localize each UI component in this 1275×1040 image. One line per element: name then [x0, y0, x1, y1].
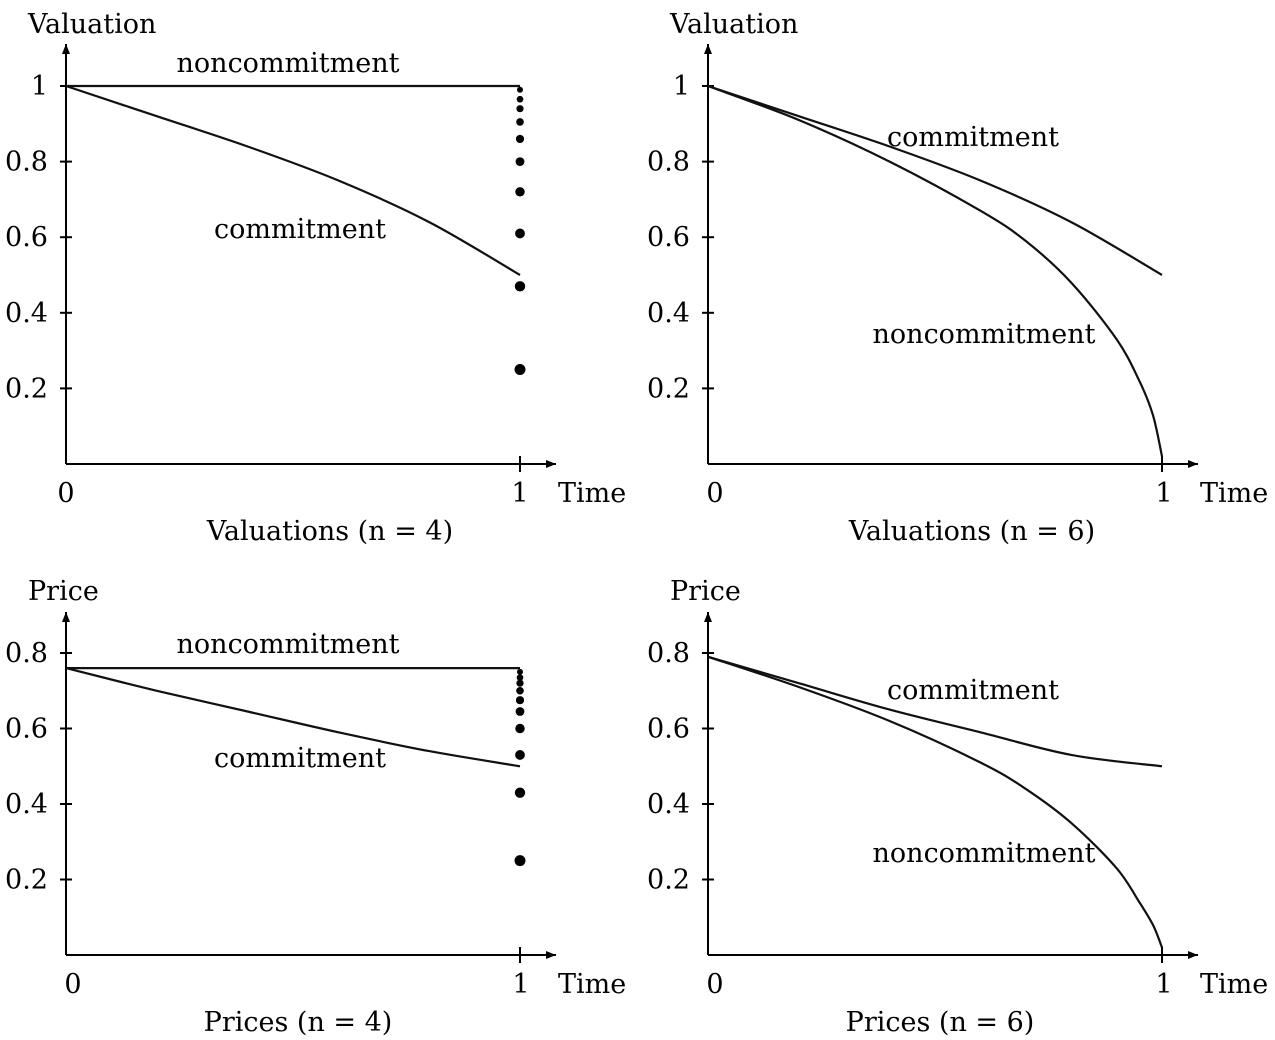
data-dot: [516, 686, 524, 695]
data-dot: [515, 696, 525, 705]
series-label-commitment: commitment: [887, 675, 1059, 706]
data-dot: [516, 674, 524, 681]
data-dot: [514, 364, 526, 375]
y-tick-label-0.2: 0.2: [647, 373, 690, 404]
data-dot: [517, 668, 523, 675]
y-tick-label-0.2: 0.2: [5, 373, 48, 404]
y-tick-label-0.6: 0.6: [5, 714, 48, 745]
data-dot: [515, 750, 525, 760]
y-tick-label-1: 1: [31, 71, 48, 102]
x-axis-label: Time: [1200, 478, 1268, 509]
y-axis-label: Valuation: [669, 9, 798, 40]
y-tick-label-0.8: 0.8: [5, 638, 48, 669]
y-tick-label-0.4: 0.4: [5, 298, 48, 329]
y-tick-label-0.6: 0.6: [647, 714, 690, 745]
y-axis-label: Valuation: [27, 9, 156, 40]
x-tick-label-1: 1: [1155, 478, 1172, 509]
series-label-commitment: commitment: [887, 122, 1059, 153]
data-dot: [515, 707, 525, 716]
series-line-commitment: [707, 84, 1163, 276]
data-dot: [515, 134, 525, 144]
y-tick-label-0.4: 0.4: [647, 789, 690, 820]
series-label-noncommitment: noncommitment: [177, 629, 400, 660]
y-tick-label-0.8: 0.8: [647, 147, 690, 178]
data-dot: [515, 157, 525, 167]
x-tick-label-0: 0: [57, 478, 74, 509]
series-label-noncommitment: noncommitment: [177, 48, 400, 79]
data-dot: [516, 105, 524, 113]
y-tick-label-0.8: 0.8: [647, 638, 690, 669]
data-dot: [516, 118, 524, 126]
y-tick-label-0.4: 0.4: [647, 298, 690, 329]
y-tick-label-0.8: 0.8: [5, 147, 48, 178]
y-tick-label-0.6: 0.6: [5, 222, 48, 253]
caption-text: Prices (n = 4): [204, 1007, 393, 1038]
x-axis-arrowhead: [546, 460, 556, 468]
data-dot: [514, 855, 526, 867]
series-line-commitment: [65, 84, 521, 276]
x-tick-label-1: 1: [511, 478, 528, 509]
y-tick-label-0.6: 0.6: [647, 222, 690, 253]
series-label-noncommitment: noncommitment: [873, 319, 1096, 350]
x-axis-arrowhead: [1188, 951, 1198, 959]
series-label-commitment: commitment: [214, 214, 386, 245]
panel-caption: Valuations (n = 6): [848, 516, 1095, 547]
panel-caption: Valuations (n = 4): [206, 516, 453, 547]
y-tick-label-0.2: 0.2: [5, 865, 48, 896]
y-tick-label-0.4: 0.4: [5, 789, 48, 820]
series-line-noncommitment: [707, 84, 1164, 457]
x-tick-label-0: 0: [706, 969, 723, 1000]
x-tick-label-1: 1: [512, 969, 529, 1000]
series-line-commitment: [65, 667, 521, 768]
y-axis-arrowhead: [704, 44, 712, 54]
caption-text: Prices (n = 6): [846, 1007, 1035, 1038]
data-dot: [517, 86, 523, 93]
data-dot: [515, 187, 525, 197]
data-dot: [514, 281, 526, 292]
x-axis-arrowhead: [546, 951, 556, 959]
caption-text: Valuations (n = 6): [848, 516, 1095, 547]
data-dot: [515, 228, 525, 239]
x-axis-arrowhead: [1188, 460, 1198, 468]
series-line-noncommitment: [707, 655, 1164, 948]
panel-valuations-n4: Valuation Time 0 1 Valuations (n = 4) no…: [5, 9, 626, 547]
data-dot: [514, 787, 526, 798]
y-tick-label-0.2: 0.2: [647, 865, 690, 896]
panel-caption: Prices (n = 6): [846, 1007, 1035, 1038]
x-axis-label: Time: [558, 969, 626, 1000]
panel-prices-n4: Price Time 0 1 Prices (n = 4) noncommitm…: [5, 576, 626, 1038]
panel-valuations-n6: Valuation Time 0 1 Valuations (n = 6) co…: [647, 9, 1268, 547]
x-tick-label-1: 1: [1155, 969, 1172, 1000]
series-label-noncommitment: noncommitment: [873, 838, 1096, 869]
y-axis-arrowhead: [62, 612, 70, 622]
x-axis-label: Time: [558, 478, 626, 509]
y-axis-label: Price: [28, 576, 99, 607]
y-axis-arrowhead: [62, 44, 70, 54]
x-axis-label: Time: [1200, 969, 1268, 1000]
data-dot: [516, 679, 524, 687]
x-tick-label-0: 0: [64, 969, 81, 1000]
panel-prices-n6: Price Time 0 1 Prices (n = 6) commitment…: [647, 576, 1268, 1038]
y-axis-arrowhead: [704, 612, 712, 622]
data-dot: [516, 95, 524, 103]
series-label-commitment: commitment: [214, 743, 386, 774]
y-tick-label-1: 1: [673, 71, 690, 102]
series-line-commitment: [707, 655, 1163, 768]
x-tick-label-0: 0: [706, 478, 723, 509]
data-dot: [515, 723, 525, 734]
panel-caption: Prices (n = 4): [204, 1007, 393, 1038]
y-axis-label: Price: [670, 576, 741, 607]
caption-text: Valuations (n = 4): [206, 516, 453, 547]
